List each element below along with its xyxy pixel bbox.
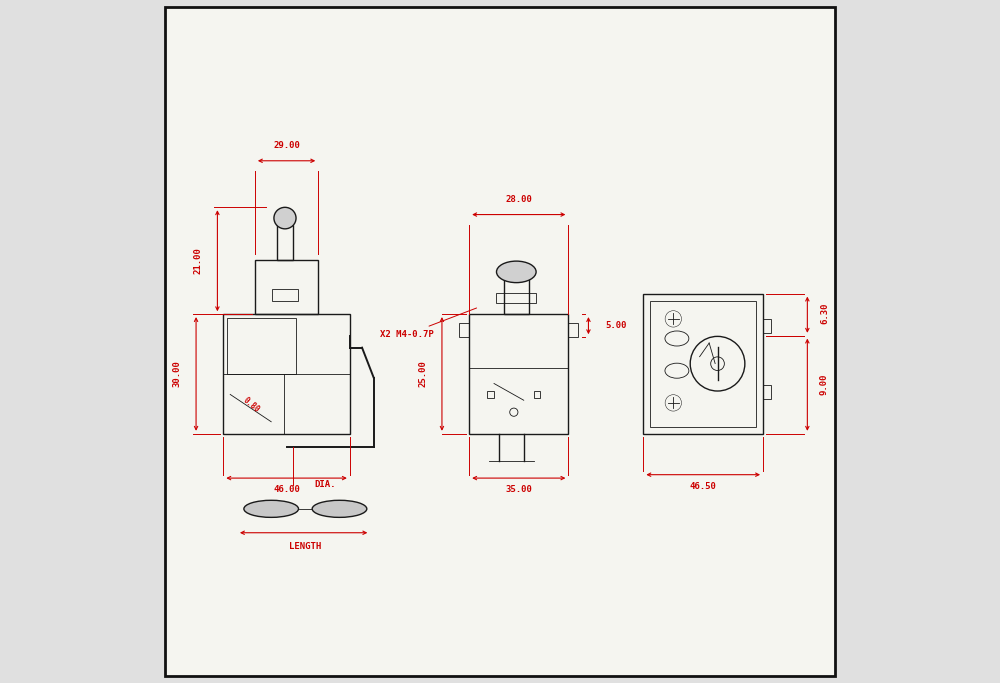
Bar <box>763 385 771 399</box>
Text: 0.80: 0.80 <box>241 395 261 414</box>
Bar <box>534 391 540 398</box>
Ellipse shape <box>312 500 367 518</box>
Bar <box>496 292 536 303</box>
Text: 25.00: 25.00 <box>418 361 427 387</box>
Text: 28.00: 28.00 <box>505 195 532 204</box>
Bar <box>277 225 293 260</box>
Bar <box>650 301 756 427</box>
Text: 46.50: 46.50 <box>690 482 717 491</box>
Bar <box>487 391 494 398</box>
Text: 5.00: 5.00 <box>606 321 627 330</box>
Bar <box>223 314 350 434</box>
Text: 29.00: 29.00 <box>273 141 300 150</box>
Text: DIA.: DIA. <box>315 480 336 490</box>
Text: 9.00: 9.00 <box>820 374 829 395</box>
Bar <box>504 278 529 314</box>
Bar <box>227 318 296 374</box>
Bar <box>568 323 578 337</box>
Ellipse shape <box>496 261 536 283</box>
Text: 30.00: 30.00 <box>172 361 181 387</box>
Bar <box>763 319 771 333</box>
Text: 21.00: 21.00 <box>194 247 203 274</box>
Text: 46.00: 46.00 <box>273 485 300 494</box>
Ellipse shape <box>244 500 299 518</box>
Bar <box>643 294 763 434</box>
Text: 35.00: 35.00 <box>505 485 532 494</box>
Ellipse shape <box>274 208 296 229</box>
Bar <box>469 314 568 434</box>
Bar <box>255 260 318 314</box>
Bar <box>459 323 469 337</box>
Bar <box>272 289 298 301</box>
Text: X2 M4-0.7P: X2 M4-0.7P <box>380 308 477 339</box>
Text: 6.30: 6.30 <box>820 303 829 324</box>
Text: LENGTH: LENGTH <box>289 542 321 551</box>
